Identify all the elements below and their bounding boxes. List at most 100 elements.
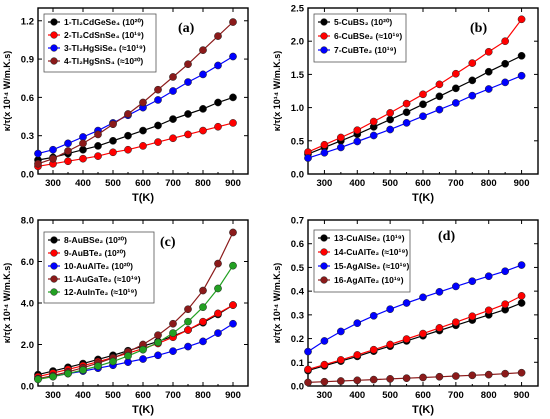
x-axis-title: T(K)	[132, 192, 154, 204]
data-point	[109, 357, 117, 366]
data-point	[64, 139, 72, 148]
data-point	[337, 133, 345, 142]
x-tick-label: 900	[514, 390, 530, 401]
x-tick-label: 300	[316, 178, 332, 189]
data-point	[199, 317, 207, 326]
data-point	[337, 377, 345, 385]
legend-swatch-marker	[320, 262, 328, 270]
data-point	[419, 329, 427, 338]
x-tick-label: 500	[382, 178, 398, 189]
legend-swatch-marker	[50, 275, 58, 283]
legend-entry: 8-AuBSe₂ (10²⁰)	[64, 235, 127, 245]
data-point	[169, 134, 177, 143]
data-point	[517, 292, 526, 300]
data-point	[402, 335, 411, 343]
legend-swatch-marker	[320, 248, 328, 256]
legend-entry: 5-CuBS₂ (10²⁰)	[334, 17, 392, 27]
x-tick-label: 700	[448, 178, 464, 189]
legend-swatch-marker	[50, 249, 58, 257]
data-point	[139, 355, 147, 363]
data-point	[386, 340, 394, 349]
legend-entry: 13-CuAlSe₂ (10¹⁹)	[334, 233, 405, 243]
data-point	[169, 347, 177, 355]
y-tick-label: 0.0	[21, 170, 34, 181]
data-point	[468, 91, 477, 100]
data-point	[34, 149, 42, 158]
data-point	[199, 126, 207, 135]
data-point	[419, 90, 427, 99]
data-point	[184, 78, 192, 86]
legend: 1-Tl₂CdGeSe₄ (10²⁰) 2-Tl₂CdSnSe₄ (10¹⁹) 3-…	[43, 13, 157, 73]
x-tick-label: 700	[165, 390, 181, 401]
legend-entry: 3-Tl₂HgSiSe₄ (≈10¹⁹)	[64, 43, 146, 53]
y-tick-label: 0.2	[291, 334, 304, 345]
legend-entry: 11-AuGaTe₂ (≈10¹⁹)	[64, 274, 141, 284]
data-point	[214, 32, 222, 40]
data-point	[229, 119, 237, 127]
data-point	[79, 366, 87, 374]
y-tick-label: 0.9	[21, 55, 34, 66]
panel-label: (b)	[470, 21, 487, 36]
data-point	[124, 352, 132, 360]
x-tick-label: 500	[105, 390, 121, 401]
data-point	[124, 131, 132, 140]
data-point	[484, 67, 493, 76]
data-point	[402, 119, 411, 127]
data-point	[49, 372, 57, 381]
data-point	[94, 142, 102, 150]
data-point	[419, 293, 427, 302]
x-tick-label: 900	[225, 390, 241, 401]
legend-swatch-marker	[320, 18, 328, 26]
legend-box	[43, 231, 155, 304]
data-point	[435, 288, 444, 296]
data-point	[184, 110, 192, 118]
y-tick-label: 0.5	[291, 263, 305, 274]
legend-box	[313, 229, 411, 293]
data-point	[320, 337, 329, 345]
legend-box	[43, 13, 157, 73]
y-tick-label: 0.6	[21, 93, 34, 104]
data-point	[452, 84, 460, 93]
data-point	[124, 110, 132, 118]
y-tick-label: 0.0	[291, 382, 304, 393]
data-point	[369, 345, 378, 354]
y-tick-label: 8.0	[21, 216, 34, 227]
data-point	[109, 148, 117, 157]
data-point	[452, 318, 460, 327]
data-point	[517, 368, 526, 377]
y-tick-label: 0.0	[291, 170, 304, 181]
data-point	[435, 105, 444, 114]
panel-4: 300 400 500 600 700 800 900 0.0 0.1 0.2 0.3 0.4 0.5 0…	[272, 216, 539, 416]
x-tick-label: 600	[415, 390, 431, 401]
data-point	[229, 18, 237, 26]
data-point	[64, 147, 72, 155]
y-tick-label: 2.0	[291, 37, 304, 48]
y-axis-title: κ/τ(x 10¹⁴ W/m.K.s)	[272, 51, 282, 132]
data-point	[501, 78, 509, 87]
data-point	[169, 87, 177, 95]
x-tick-label: 400	[75, 178, 91, 189]
legend-swatch-marker	[50, 262, 58, 270]
data-point	[199, 337, 207, 346]
data-point	[419, 100, 427, 109]
legend-entry: 15-AgAlSe₂ (≈10¹⁹)	[334, 261, 409, 271]
data-point	[214, 309, 222, 318]
y-tick-label: 1.2	[21, 16, 34, 27]
legend: 13-CuAlSe₂ (10¹⁹) 14-CuAlTe₂ (≈10¹⁹) 15-Ag…	[313, 229, 411, 293]
data-point	[154, 121, 162, 130]
data-point	[402, 99, 411, 108]
x-tick-label: 300	[316, 390, 332, 401]
x-tick-label: 600	[415, 178, 431, 189]
y-tick-label: 0.4	[291, 287, 305, 298]
data-point	[353, 137, 362, 146]
data-point	[304, 378, 312, 387]
y-tick-label: 0.5	[291, 136, 305, 147]
data-point	[184, 60, 192, 69]
data-point	[337, 143, 345, 152]
data-point	[353, 126, 362, 135]
data-point	[169, 73, 177, 81]
y-tick-label: 1.5	[291, 70, 305, 81]
data-point	[304, 154, 312, 162]
legend: 8-AuBSe₂ (10²⁰) 9-AuBTe₂ (10²⁰) 10-AuAlTe₂…	[43, 231, 155, 304]
data-point	[501, 369, 509, 378]
